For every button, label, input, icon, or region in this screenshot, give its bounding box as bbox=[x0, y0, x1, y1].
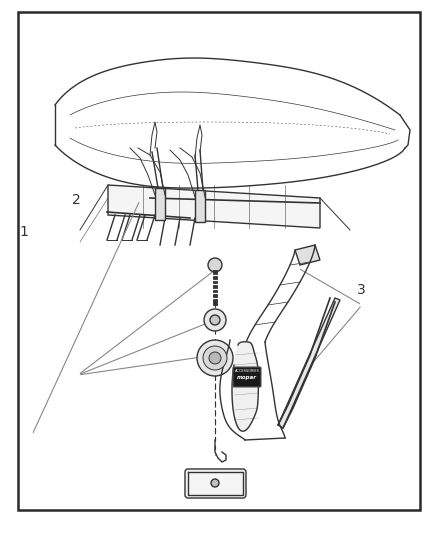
Text: ACCESSORIES: ACCESSORIES bbox=[235, 369, 259, 373]
Text: mopar: mopar bbox=[237, 375, 257, 379]
Text: 3: 3 bbox=[357, 284, 366, 297]
Circle shape bbox=[211, 479, 219, 487]
Circle shape bbox=[204, 309, 226, 331]
FancyBboxPatch shape bbox=[185, 469, 246, 498]
Circle shape bbox=[197, 340, 233, 376]
Circle shape bbox=[208, 258, 222, 272]
Circle shape bbox=[210, 315, 220, 325]
Circle shape bbox=[209, 352, 221, 364]
Polygon shape bbox=[108, 185, 320, 228]
Polygon shape bbox=[195, 190, 205, 222]
Polygon shape bbox=[295, 245, 320, 265]
Polygon shape bbox=[155, 188, 165, 220]
Text: 2: 2 bbox=[72, 193, 81, 207]
FancyBboxPatch shape bbox=[233, 367, 261, 387]
Circle shape bbox=[203, 346, 227, 370]
Polygon shape bbox=[232, 342, 258, 431]
Polygon shape bbox=[278, 298, 340, 428]
Text: 1: 1 bbox=[20, 225, 28, 239]
